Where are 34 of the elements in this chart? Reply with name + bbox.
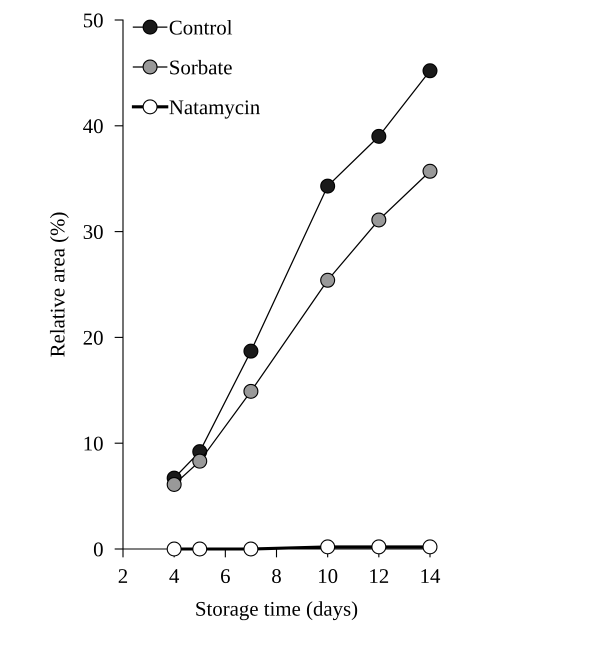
- point: [422, 63, 438, 78]
- legend-label: Natamycin: [169, 100, 260, 119]
- x-tick-label: 12: [370, 569, 388, 583]
- legend-label: Sorbate: [170, 60, 232, 74]
- x-axis-title: Storage time (days): [196, 601, 358, 620]
- point: [192, 454, 208, 469]
- y-tick-label: 20: [84, 330, 103, 345]
- legend-label: Control: [170, 20, 232, 35]
- point: [243, 344, 258, 359]
- point: [320, 178, 336, 194]
- point: [422, 539, 438, 554]
- y-tick-label: 0: [94, 542, 103, 556]
- point: [320, 272, 336, 288]
- point: [192, 542, 208, 556]
- point: [243, 542, 258, 556]
- x-tick-label: 14: [421, 569, 440, 583]
- x-tick-label: 4: [169, 569, 180, 583]
- point: [371, 128, 386, 144]
- x-tick-label: 2: [118, 569, 128, 583]
- y-axis-title: Relative area (%): [50, 212, 69, 357]
- point: [371, 539, 386, 554]
- point: [422, 164, 438, 179]
- y-tick-label: 30: [84, 224, 103, 240]
- point: [320, 539, 336, 554]
- y-tick-label: 50: [84, 13, 103, 28]
- y-tick-label: 40: [83, 119, 103, 134]
- x-tick-label: 6: [221, 569, 230, 584]
- x-tick-label: 10: [319, 569, 338, 584]
- point: [166, 476, 182, 492]
- point: [166, 542, 182, 556]
- point: [371, 212, 386, 228]
- y-tick-label: 10: [84, 436, 103, 451]
- x-tick-label: 8: [272, 569, 281, 584]
- point: [243, 384, 258, 399]
